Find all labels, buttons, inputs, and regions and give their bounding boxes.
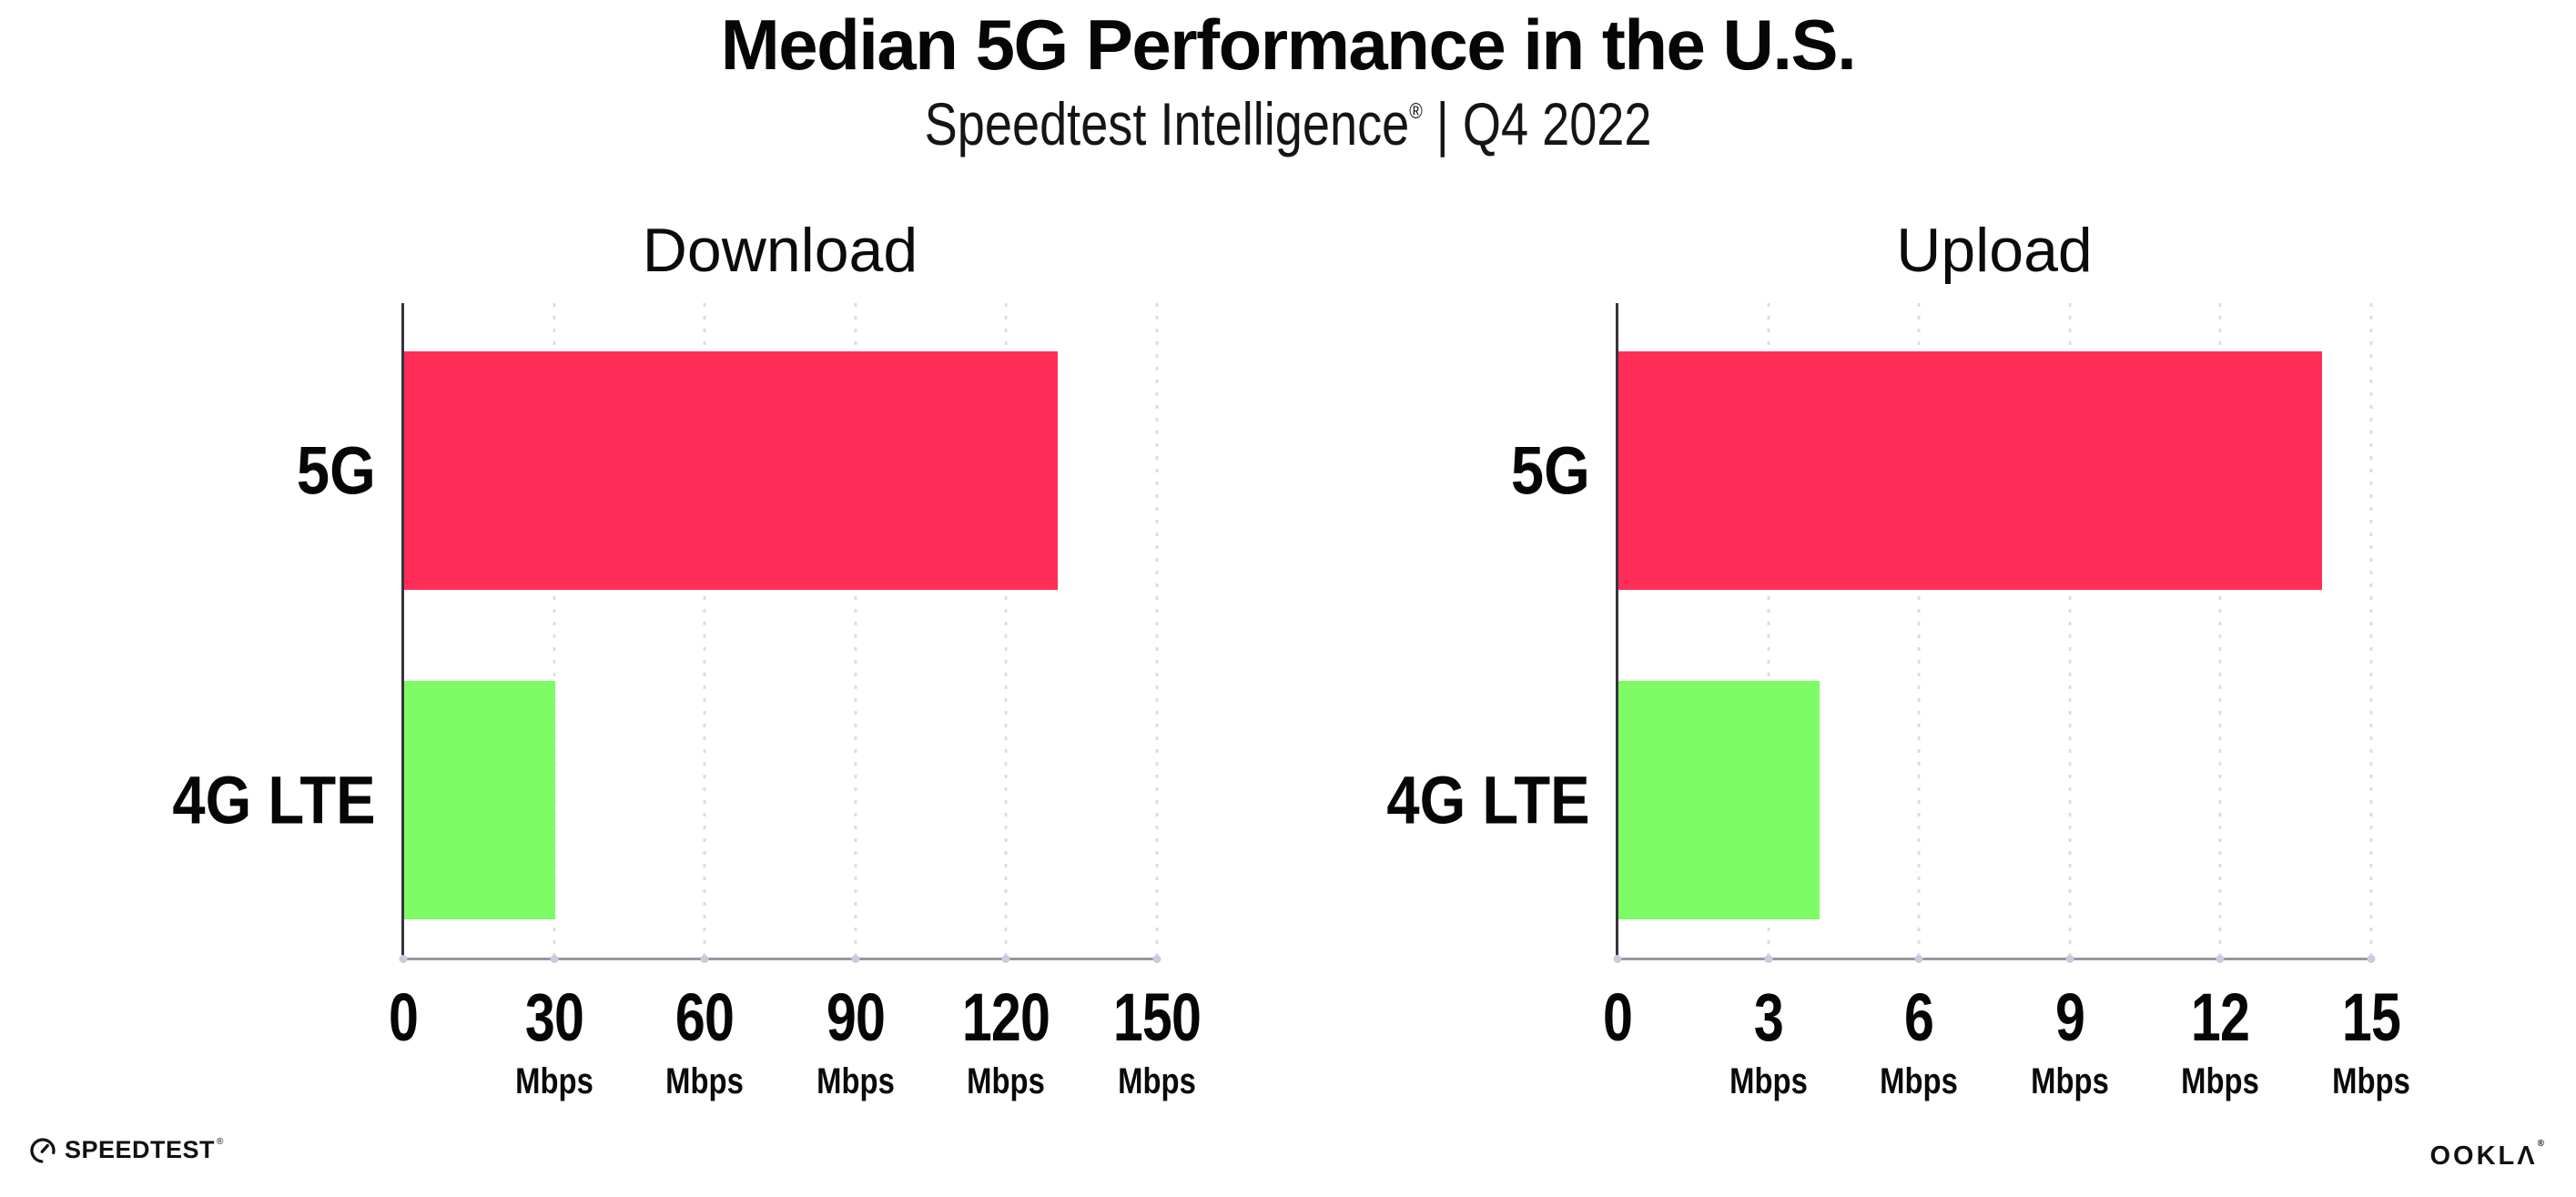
bar-5g-download <box>404 351 1058 590</box>
x-tick: 60 Mbps <box>657 959 752 1102</box>
gridline <box>703 303 706 959</box>
x-tick-unit: Mbps <box>967 1061 1046 1101</box>
x-tick: 6 Mbps <box>1871 959 1966 1102</box>
x-tick-value: 12 <box>2191 979 2250 1055</box>
ookla-registered-icon: ® <box>2537 1139 2547 1150</box>
download-chart: Download 5G 4G LTE 0 30 Mbps <box>173 0 1202 1197</box>
axis-tick-dot <box>2367 955 2376 963</box>
category-label-5g: 5G <box>1511 432 1590 509</box>
x-tick-unit: Mbps <box>1729 1061 1808 1101</box>
gridline <box>1004 303 1008 959</box>
x-tick-value: 0 <box>388 979 419 1055</box>
gridline <box>2369 303 2373 959</box>
x-axis-line <box>401 958 1160 960</box>
page-title: Median 5G Performance in the U.S. <box>720 5 1857 85</box>
x-tick-value: 90 <box>826 979 886 1055</box>
x-tick: 90 Mbps <box>808 959 903 1102</box>
bar-4g-lte-download <box>404 681 555 919</box>
x-tick: 9 Mbps <box>2023 959 2117 1102</box>
x-tick: 30 Mbps <box>506 959 601 1102</box>
axis-tick-dot <box>2216 955 2225 963</box>
axis-tick-dot <box>1001 955 1010 963</box>
page-subtitle: Speedtest Intelligence® | Q4 2022 <box>0 89 2576 158</box>
axis-tick-dot <box>700 955 709 963</box>
gridline <box>1917 303 1921 959</box>
x-tick-value: 60 <box>675 979 735 1055</box>
gridline <box>1155 303 1159 959</box>
x-tick-unit: Mbps <box>1880 1061 1959 1101</box>
axis-tick-dot <box>550 955 559 963</box>
y-axis-line <box>1616 303 1618 959</box>
x-tick: 12 Mbps <box>2173 959 2267 1102</box>
axis-tick-dot <box>399 955 408 963</box>
bar-5g-upload <box>1618 351 2322 590</box>
x-tick: 0 <box>385 959 421 1056</box>
x-tick-value: 6 <box>1904 979 1934 1055</box>
x-tick-unit: Mbps <box>665 1061 745 1101</box>
speedtest-logo: SPEEDTEST ® <box>29 1136 223 1164</box>
subtitle-brand: Speedtest Intelligence <box>924 90 1410 157</box>
gridline <box>854 303 857 959</box>
y-axis-line <box>401 303 404 959</box>
x-tick: 150 Mbps <box>1102 959 1212 1102</box>
x-tick: 0 <box>1599 959 1636 1056</box>
speedtest-registered-icon: ® <box>217 1137 224 1147</box>
x-tick-unit: Mbps <box>1118 1061 1196 1101</box>
axis-tick-dot <box>1764 955 1773 963</box>
chart-title-upload: Upload <box>1896 216 2093 285</box>
category-label-4g-lte: 4G LTE <box>172 762 376 838</box>
x-tick-unit: Mbps <box>2030 1061 2109 1101</box>
axis-tick-dot <box>1613 955 1622 963</box>
gridline <box>1767 303 1770 959</box>
axis-tick-dot <box>1152 955 1161 963</box>
download-plot-area: 5G 4G LTE 0 30 Mbps 60 Mbps 90 Mbps 120 … <box>173 303 1202 1101</box>
x-tick-value: 150 <box>1112 979 1202 1055</box>
axis-tick-dot <box>2065 955 2074 963</box>
x-tick-unit: Mbps <box>816 1061 895 1101</box>
x-tick-value: 15 <box>2341 979 2401 1055</box>
x-tick-unit: Mbps <box>2181 1061 2260 1101</box>
x-tick-unit: Mbps <box>514 1061 593 1101</box>
x-tick: 120 Mbps <box>951 959 1060 1102</box>
page-subtitle-text: Speedtest Intelligence® | Q4 2022 <box>925 89 1652 158</box>
speedtest-wordmark: SPEEDTEST <box>65 1136 216 1163</box>
category-label-5g: 5G <box>297 432 376 509</box>
x-tick-value: 9 <box>2054 979 2085 1055</box>
gridline <box>553 303 556 959</box>
gridline <box>2068 303 2072 959</box>
ookla-wordmark: OOKLΛ <box>2429 1141 2538 1171</box>
x-tick: 3 Mbps <box>1720 959 1815 1102</box>
x-tick: 15 Mbps <box>2324 959 2419 1102</box>
subtitle-period: | Q4 2022 <box>1422 90 1652 157</box>
axis-tick-dot <box>851 955 860 963</box>
x-tick-value: 0 <box>1602 979 1633 1055</box>
x-axis-line <box>1616 958 2374 960</box>
registered-trademark-icon: ® <box>1409 99 1423 124</box>
bar-4g-lte-upload <box>1618 681 1820 919</box>
x-tick-value: 120 <box>962 979 1050 1055</box>
chart-title-download: Download <box>642 216 918 285</box>
x-tick-value: 30 <box>524 979 583 1055</box>
upload-chart: Upload 5G 4G LTE 0 3 Mbps <box>1387 0 2410 1197</box>
upload-plot-area: 5G 4G LTE 0 3 Mbps 6 Mbps 9 Mbps 12 Mbps <box>1387 303 2410 1101</box>
ookla-logo: OOKLΛ® <box>2429 1139 2548 1172</box>
x-tick-unit: Mbps <box>2332 1061 2410 1101</box>
x-tick-value: 3 <box>1753 979 1784 1055</box>
gridline <box>2218 303 2222 959</box>
category-label-4g-lte: 4G LTE <box>1386 762 1590 838</box>
speedtest-gauge-icon <box>29 1137 56 1164</box>
axis-tick-dot <box>1914 955 1923 963</box>
